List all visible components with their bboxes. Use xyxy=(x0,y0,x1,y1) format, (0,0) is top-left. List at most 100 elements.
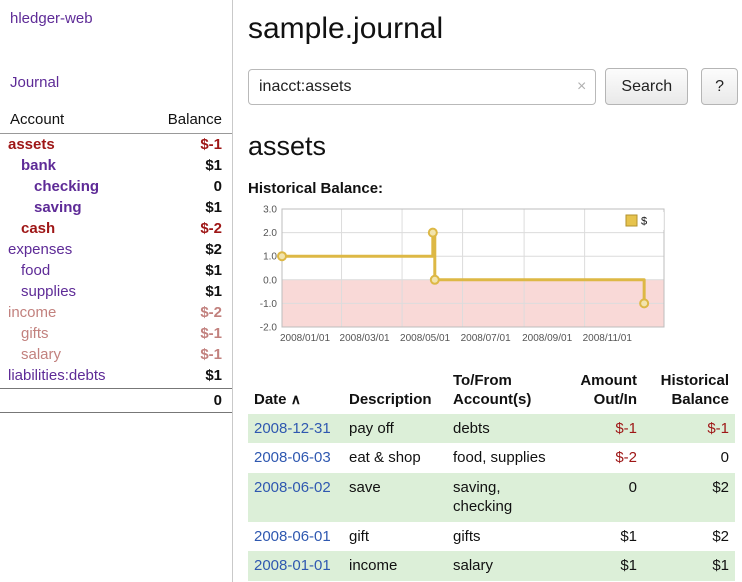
search-bar: × Search ? xyxy=(248,68,738,105)
sidebar-account-row: salary $-1 xyxy=(0,344,232,365)
x-tick-label: 2008/07/01 xyxy=(461,333,511,344)
sidebar: hledger-web Journal Account Balance asse… xyxy=(0,0,233,582)
register-table: Date ∧ Description To/From Account(s) Am… xyxy=(248,370,735,581)
clear-search-icon[interactable]: × xyxy=(577,77,587,95)
chart-title: Historical Balance: xyxy=(248,180,384,197)
y-tick-label: 1.0 xyxy=(263,252,277,263)
register-cell-balance: $2 xyxy=(712,527,729,545)
sidebar-account-balance: $1 xyxy=(205,367,222,384)
register-table-body: 2008-12-31 pay off debts $-1 $-1 2008-06-03 ea… xyxy=(248,413,735,581)
app-title-link[interactable]: hledger-web xyxy=(10,10,93,27)
page-title: sample.journal xyxy=(248,12,444,45)
sidebar-account-balance: $-2 xyxy=(200,220,222,237)
register-cell-balance: $-1 xyxy=(707,419,729,437)
register-header-description: Description xyxy=(349,390,432,408)
x-tick-label: 2008/05/01 xyxy=(400,333,450,344)
legend-swatch xyxy=(625,214,638,227)
accounts-table-header: Account Balance xyxy=(0,109,232,134)
search-box: × xyxy=(248,68,597,105)
register-date-link[interactable]: 2008-06-03 xyxy=(254,449,331,466)
historical-balance-chart: 3.0 2.0 1.0 0.0 -1.0 -2.0 2008/01/01 2008/03/01… xyxy=(248,201,738,358)
sidebar-account-link-cash[interactable]: cash xyxy=(21,220,56,237)
register-cell-description: save xyxy=(349,478,381,496)
sidebar-account-link-expenses[interactable]: expenses xyxy=(8,241,73,258)
register-cell-description: income xyxy=(349,557,398,574)
register-date-link[interactable]: 2008-01-01 xyxy=(254,557,331,574)
register-cell-accounts: saving, checking xyxy=(453,478,513,516)
register-cell-amount: $1 xyxy=(620,527,637,545)
register-row: 2008-06-02 save saving, checking 0 $2 xyxy=(248,472,735,522)
sidebar-account-row: checking 0 xyxy=(0,176,232,197)
accounts-total-value: 0 xyxy=(213,392,222,409)
accounts-header-balance: Balance xyxy=(167,111,222,128)
sidebar-account-link-salary[interactable]: salary xyxy=(21,346,62,363)
register-row: 2008-06-01 gift gifts $1 $2 xyxy=(248,522,735,552)
register-cell-accounts: food, supplies xyxy=(453,449,546,466)
register-date-link[interactable]: 2008-12-31 xyxy=(254,419,331,437)
x-tick-label: 2008/09/01 xyxy=(522,333,572,344)
accounts-table: Account Balance assets $-1 bank $1 checking 0… xyxy=(0,109,232,413)
register-cell-date: 2008-12-31 xyxy=(248,414,343,444)
account-heading: assets xyxy=(248,131,327,161)
sidebar-account-link-supplies[interactable]: supplies xyxy=(21,283,77,300)
register-header-amount: Amount Out/In xyxy=(580,372,637,408)
register-cell-balance: $1 xyxy=(712,557,729,574)
register-header-row: Date ∧ Description To/From Account(s) Am… xyxy=(248,370,735,414)
register-cell-balance: $2 xyxy=(712,478,729,496)
nav-journal-link[interactable]: Journal xyxy=(10,74,60,91)
register-row: 2008-01-01 income salary $1 $1 xyxy=(248,551,735,581)
accounts-table-body: assets $-1 bank $1 checking 0 saving $1 cash $-2 e… xyxy=(0,134,232,386)
register-cell-date: 2008-06-03 xyxy=(248,443,343,473)
register-cell-accounts: gifts xyxy=(453,527,481,545)
register-date-link[interactable]: 2008-06-01 xyxy=(254,527,331,545)
accounts-total-row: 0 xyxy=(0,388,232,413)
register-date-link[interactable]: 2008-06-02 xyxy=(254,478,331,496)
sidebar-account-row: cash $-2 xyxy=(0,218,232,239)
help-button[interactable]: ? xyxy=(701,68,738,105)
sidebar-account-balance: $-1 xyxy=(200,136,222,153)
register-row: 2008-12-31 pay off debts $-1 $-1 xyxy=(248,413,735,444)
sidebar-account-link-income[interactable]: income xyxy=(8,304,57,321)
sidebar-account-link-saving[interactable]: saving xyxy=(34,199,82,216)
register-cell-amount: $1 xyxy=(620,557,637,574)
register-cell-date: 2008-01-01 xyxy=(248,551,343,581)
legend-label: $ xyxy=(641,216,647,228)
date-header-label: Date xyxy=(254,390,287,408)
data-point-marker xyxy=(639,298,650,309)
register-cell-date: 2008-06-01 xyxy=(248,522,343,552)
sidebar-account-row: assets $-1 xyxy=(0,134,232,155)
sidebar-account-link-food[interactable]: food xyxy=(21,262,51,279)
sidebar-account-balance: 0 xyxy=(213,178,222,195)
sidebar-account-row: income $-2 xyxy=(0,302,232,323)
sidebar-account-row: gifts $-1 xyxy=(0,323,232,344)
register-header-date[interactable]: Date ∧ xyxy=(248,370,343,414)
sidebar-account-balance: $-2 xyxy=(200,304,222,321)
sidebar-account-balance: $1 xyxy=(205,199,222,216)
y-tick-label: -1.0 xyxy=(260,299,278,310)
register-cell-amount: $-2 xyxy=(615,449,637,466)
sidebar-account-link-gifts[interactable]: gifts xyxy=(21,325,49,342)
search-button[interactable]: Search xyxy=(605,68,689,105)
y-tick-label: 3.0 xyxy=(263,205,277,216)
register-cell-accounts: salary xyxy=(453,557,494,574)
register-cell-description: gift xyxy=(349,527,370,545)
x-tick-label: 2008/01/01 xyxy=(280,333,330,344)
x-tick-label: 2008/11/01 xyxy=(583,333,633,344)
search-input[interactable] xyxy=(248,68,597,105)
sidebar-account-balance: $-1 xyxy=(200,346,222,363)
y-tick-label: -2.0 xyxy=(260,323,278,334)
sidebar-account-link-liabilities:debts[interactable]: liabilities:debts xyxy=(8,367,106,384)
sidebar-account-link-assets[interactable]: assets xyxy=(8,136,55,153)
sort-ascending-icon: ∧ xyxy=(290,390,301,407)
sidebar-account-balance: $-1 xyxy=(200,325,222,342)
register-cell-amount: 0 xyxy=(628,478,637,496)
y-tick-label: 0.0 xyxy=(263,275,277,286)
sidebar-account-link-checking[interactable]: checking xyxy=(34,178,100,195)
register-cell-amount: $-1 xyxy=(615,419,637,437)
register-header-balance: Historical Balance xyxy=(660,372,729,408)
sidebar-account-link-bank[interactable]: bank xyxy=(21,157,57,174)
sidebar-account-row: food $1 xyxy=(0,260,232,281)
data-point-marker xyxy=(277,251,287,262)
register-cell-description: pay off xyxy=(349,419,394,437)
